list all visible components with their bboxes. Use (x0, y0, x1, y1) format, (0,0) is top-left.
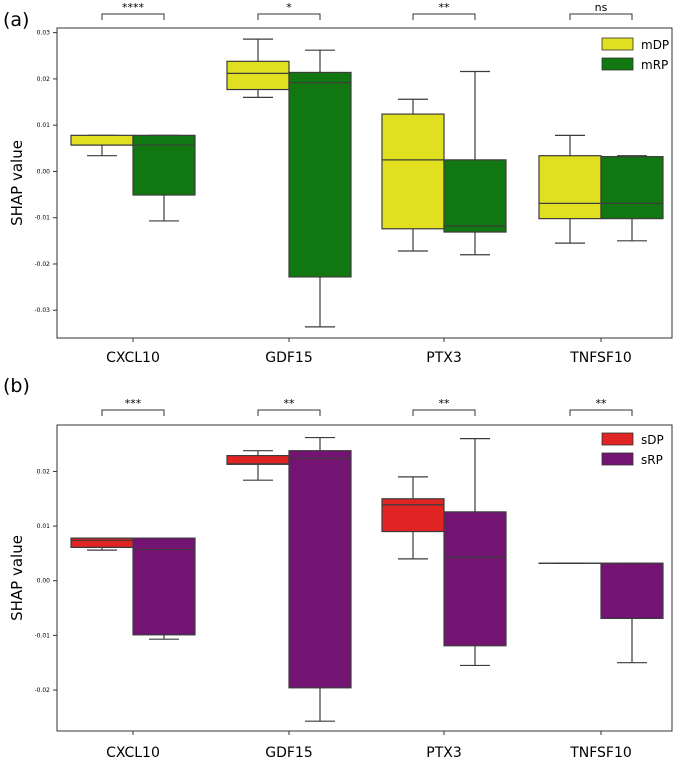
box-mDP-CXCL10 (70, 134, 134, 157)
panel-label: (b) (3, 375, 30, 397)
significance-bracket (257, 409, 321, 416)
y-tick-label: 0.01 (37, 122, 51, 129)
box-sDP-GDF15 (226, 450, 290, 481)
y-tick-label: 0.00 (37, 168, 51, 175)
y-tick-label: -0.03 (34, 307, 50, 314)
box-rect (538, 155, 602, 220)
y-tick-label: -0.02 (34, 687, 50, 694)
x-tick-label-TNFSF10: TNFSF10 (569, 350, 632, 366)
y-tick-label: 0.00 (37, 578, 51, 585)
box-mDP-GDF15 (226, 38, 290, 99)
chart-panel-b: (b) SHAP value 0.02 0.01 0.00 -0.01 -0.02 CXCL1… (3, 375, 673, 761)
box-sDP-PTX3 (381, 476, 445, 560)
box-sRP-TNFSF10 (600, 562, 664, 664)
box-rect (288, 450, 352, 689)
y-tick-label: -0.01 (34, 215, 50, 222)
significance-label: ** (596, 397, 608, 410)
panel-label: (a) (3, 9, 29, 31)
legend: sDP sRP (601, 432, 664, 467)
legend-label-mRP: mRP (641, 58, 668, 72)
axes-frame (56, 27, 673, 339)
legend: mDP mRP (601, 37, 669, 72)
significance-bracket (101, 13, 165, 20)
y-tick-label: -0.02 (34, 261, 50, 268)
box-mRP-TNFSF10 (600, 155, 664, 242)
legend-swatch-mRP (601, 57, 634, 71)
significance-bracket (257, 13, 321, 20)
y-tick-label: -0.01 (34, 632, 50, 639)
x-tick-label-TNFSF10: TNFSF10 (569, 745, 632, 761)
y-axis-label: SHAP value (8, 140, 26, 226)
box-rect (600, 562, 664, 620)
y-axis-label: SHAP value (8, 535, 26, 621)
box-rect (381, 113, 445, 230)
x-tick-label-PTX3: PTX3 (426, 745, 462, 761)
box-mRP-GDF15 (288, 49, 352, 328)
box-rect (70, 134, 134, 146)
box-rect (288, 71, 352, 278)
significance-label: ** (439, 1, 451, 14)
box-sRP-PTX3 (443, 438, 507, 667)
box-sRP-CXCL10 (132, 537, 196, 640)
significance-label: *** (125, 397, 142, 410)
box-sRP-GDF15 (288, 436, 352, 722)
legend-label-sRP: sRP (641, 453, 663, 467)
legend-swatch-mDP (601, 37, 634, 51)
y-tick-label: 0.03 (37, 30, 51, 37)
box-rect (443, 159, 507, 233)
x-tick-label-GDF15: GDF15 (265, 745, 313, 761)
significance-bracket (412, 409, 476, 416)
legend-label-mDP: mDP (641, 38, 669, 52)
box-rect (132, 134, 196, 196)
box-mRP-CXCL10 (132, 134, 196, 222)
x-tick-label-GDF15: GDF15 (265, 350, 313, 366)
box-rect (226, 455, 290, 465)
significance-bracket (101, 409, 165, 416)
x-tick-label-CXCL10: CXCL10 (106, 745, 160, 761)
box-sDP-CXCL10 (70, 537, 134, 551)
significance-label: * (286, 1, 292, 14)
box-rect (381, 498, 445, 533)
box-mDP-TNFSF10 (538, 134, 602, 244)
box-rect (132, 537, 196, 636)
significance-bracket (569, 409, 633, 416)
significance-label: **** (122, 1, 145, 14)
y-tick-label: 0.02 (37, 76, 51, 83)
x-tick-label-PTX3: PTX3 (426, 350, 462, 366)
x-tick-label-CXCL10: CXCL10 (106, 350, 160, 366)
significance-label: ** (439, 397, 451, 410)
significance-label: ** (284, 397, 296, 410)
box-mDP-PTX3 (381, 98, 445, 252)
legend-swatch-sRP (601, 452, 634, 466)
box-rect (70, 537, 134, 549)
chart-panel-a: (a) SHAP value 0.03 0.02 0.01 0.00 -0.01 -0.02 -… (3, 1, 673, 366)
axes-frame (56, 424, 673, 732)
box-rect (600, 156, 664, 220)
y-tick-label: 0.01 (37, 523, 51, 530)
box-rect (226, 60, 290, 91)
box-mRP-PTX3 (443, 70, 507, 256)
significance-bracket (569, 13, 633, 20)
box-rect (443, 511, 507, 647)
y-tick-label: 0.02 (37, 468, 51, 475)
legend-label-sDP: sDP (641, 433, 664, 447)
significance-bracket (412, 13, 476, 20)
legend-swatch-sDP (601, 432, 634, 446)
significance-label: ns (595, 1, 608, 14)
